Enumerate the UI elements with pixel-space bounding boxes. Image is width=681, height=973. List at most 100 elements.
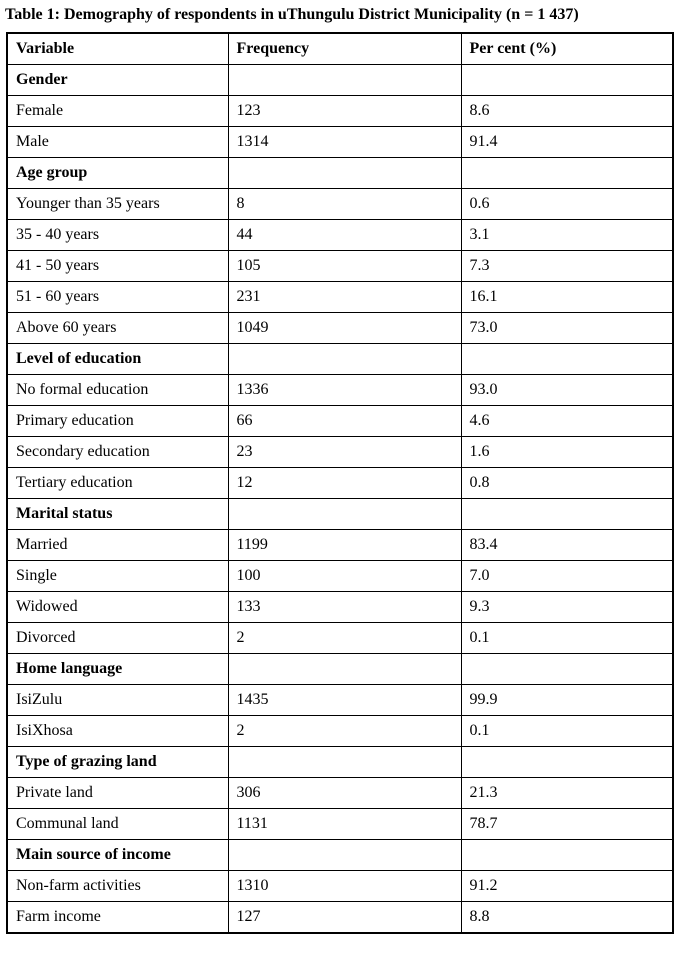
section-label: Home language [6, 653, 229, 685]
empty-percent-cell [460, 746, 674, 778]
percent-cell: 91.2 [460, 870, 674, 902]
percent-cell: 7.0 [460, 560, 674, 592]
empty-percent-cell [460, 343, 674, 375]
frequency-cell: 1199 [227, 529, 462, 561]
percent-cell: 16.1 [460, 281, 674, 313]
percent-cell: 83.4 [460, 529, 674, 561]
variable-cell: Female [6, 95, 229, 127]
section-label: Marital status [6, 498, 229, 530]
section-row: Main source of income [6, 839, 674, 871]
variable-cell: IsiXhosa [6, 715, 229, 747]
variable-cell: Single [6, 560, 229, 592]
percent-cell: 3.1 [460, 219, 674, 251]
empty-percent-cell [460, 839, 674, 871]
variable-cell: Secondary education [6, 436, 229, 468]
variable-cell: Farm income [6, 901, 229, 934]
frequency-cell: 1435 [227, 684, 462, 716]
table-row: Married 1199 83.4 [6, 529, 674, 561]
percent-cell: 1.6 [460, 436, 674, 468]
section-row: Home language [6, 653, 674, 685]
variable-cell: Non-farm activities [6, 870, 229, 902]
section-row: Age group [6, 157, 674, 189]
frequency-cell: 66 [227, 405, 462, 437]
percent-cell: 93.0 [460, 374, 674, 406]
frequency-cell: 133 [227, 591, 462, 623]
section-label: Level of education [6, 343, 229, 375]
variable-cell: Above 60 years [6, 312, 229, 344]
header-row: Variable Frequency Per cent (%) [6, 32, 674, 65]
variable-cell: 51 - 60 years [6, 281, 229, 313]
percent-cell: 99.9 [460, 684, 674, 716]
frequency-cell: 105 [227, 250, 462, 282]
percent-cell: 7.3 [460, 250, 674, 282]
table-row: Farm income 127 8.8 [6, 901, 674, 934]
percent-cell: 21.3 [460, 777, 674, 809]
variable-cell: 35 - 40 years [6, 219, 229, 251]
frequency-cell: 231 [227, 281, 462, 313]
section-row: Type of grazing land [6, 746, 674, 778]
frequency-cell: 1310 [227, 870, 462, 902]
empty-percent-cell [460, 498, 674, 530]
table-row: Communal land 1131 78.7 [6, 808, 674, 840]
table-row: 35 - 40 years 44 3.1 [6, 219, 674, 251]
section-label: Gender [6, 64, 229, 96]
empty-frequency-cell [227, 157, 462, 189]
frequency-cell: 100 [227, 560, 462, 592]
frequency-cell: 1049 [227, 312, 462, 344]
empty-frequency-cell [227, 839, 462, 871]
variable-cell: 41 - 50 years [6, 250, 229, 282]
table-row: Divorced 2 0.1 [6, 622, 674, 654]
frequency-cell: 23 [227, 436, 462, 468]
percent-cell: 8.8 [460, 901, 674, 934]
percent-cell: 0.8 [460, 467, 674, 499]
frequency-cell: 2 [227, 715, 462, 747]
percent-cell: 0.1 [460, 715, 674, 747]
frequency-cell: 1336 [227, 374, 462, 406]
table-row: 51 - 60 years 231 16.1 [6, 281, 674, 313]
table-header: Variable Frequency Per cent (%) [6, 32, 674, 65]
variable-cell: Male [6, 126, 229, 158]
column-header-frequency: Frequency [227, 32, 462, 65]
variable-cell: Communal land [6, 808, 229, 840]
table-row: Non-farm activities 1310 91.2 [6, 870, 674, 902]
table-title: Table 1: Demography of respondents in uT… [5, 6, 579, 23]
frequency-cell: 127 [227, 901, 462, 934]
table-row: Secondary education 23 1.6 [6, 436, 674, 468]
table-row: Private land 306 21.3 [6, 777, 674, 809]
percent-cell: 0.1 [460, 622, 674, 654]
column-header-variable: Variable [6, 32, 229, 65]
percent-cell: 91.4 [460, 126, 674, 158]
table-row: Younger than 35 years 8 0.6 [6, 188, 674, 220]
variable-cell: No formal education [6, 374, 229, 406]
demography-table: Variable Frequency Per cent (%) Gender F… [6, 32, 674, 934]
variable-cell: Married [6, 529, 229, 561]
table-row: 41 - 50 years 105 7.3 [6, 250, 674, 282]
empty-frequency-cell [227, 653, 462, 685]
percent-cell: 78.7 [460, 808, 674, 840]
percent-cell: 9.3 [460, 591, 674, 623]
section-row: Level of education [6, 343, 674, 375]
table-row: No formal education 1336 93.0 [6, 374, 674, 406]
variable-cell: Primary education [6, 405, 229, 437]
variable-cell: IsiZulu [6, 684, 229, 716]
table-row: Male 1314 91.4 [6, 126, 674, 158]
variable-cell: Divorced [6, 622, 229, 654]
table-row: Primary education 66 4.6 [6, 405, 674, 437]
section-label: Type of grazing land [6, 746, 229, 778]
column-header-percent: Per cent (%) [460, 32, 674, 65]
percent-cell: 73.0 [460, 312, 674, 344]
table-row: Female 123 8.6 [6, 95, 674, 127]
table-row: Above 60 years 1049 73.0 [6, 312, 674, 344]
empty-frequency-cell [227, 64, 462, 96]
table-row: IsiZulu 1435 99.9 [6, 684, 674, 716]
variable-cell: Tertiary education [6, 467, 229, 499]
table-row: IsiXhosa 2 0.1 [6, 715, 674, 747]
frequency-cell: 2 [227, 622, 462, 654]
empty-percent-cell [460, 653, 674, 685]
frequency-cell: 44 [227, 219, 462, 251]
section-label: Main source of income [6, 839, 229, 871]
table-row: Widowed 133 9.3 [6, 591, 674, 623]
frequency-cell: 1314 [227, 126, 462, 158]
empty-percent-cell [460, 157, 674, 189]
